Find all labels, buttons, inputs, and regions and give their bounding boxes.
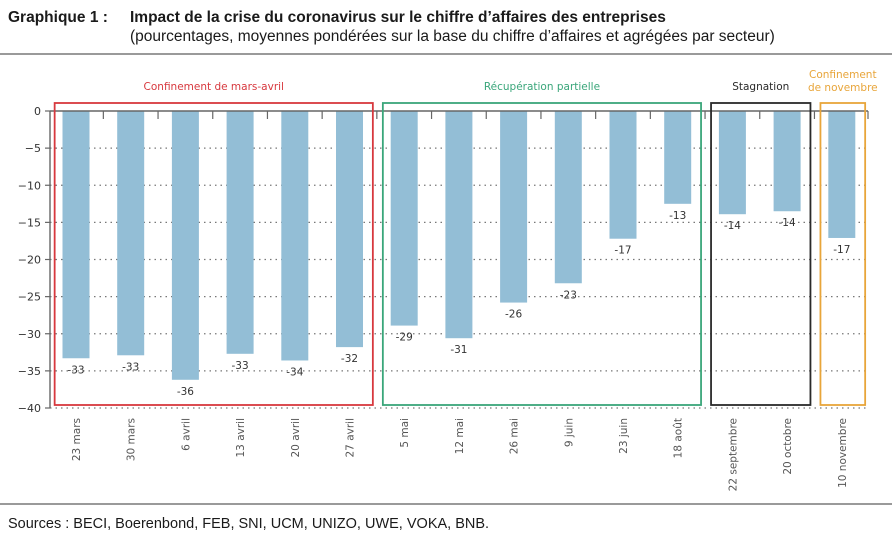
phase-label: Confinement de mars-avril: [144, 81, 284, 93]
data-label: -36: [177, 386, 194, 398]
data-label: -14: [724, 220, 741, 232]
y-tick-label: 0: [34, 105, 41, 118]
bar: [226, 111, 254, 354]
phase-label: Récupération partielle: [484, 81, 600, 93]
data-label: -34: [286, 366, 303, 378]
chart-subtitle: (pourcentages, moyennes pondérées sur la…: [130, 28, 775, 45]
bar: [62, 111, 90, 359]
data-label: -26: [505, 309, 522, 321]
y-tick-label: −40: [18, 402, 41, 415]
chart-header: Graphique 1 : Impact de la crise du coro…: [8, 8, 888, 46]
phase-box: [381, 102, 702, 406]
data-label: -13: [669, 210, 686, 222]
category-label: 20 avril: [290, 418, 302, 458]
category-label: 20 octobre: [782, 418, 794, 475]
y-tick-label: −30: [18, 328, 41, 341]
bar: [718, 111, 746, 215]
data-label: -31: [450, 344, 467, 356]
top-divider: [0, 53, 892, 55]
bar: [390, 111, 418, 326]
phase-box: [53, 102, 374, 406]
bar: [500, 111, 528, 303]
data-label: -14: [779, 217, 796, 229]
category-label: 22 septembre: [727, 418, 739, 491]
bar: [609, 111, 637, 239]
y-tick-label: −10: [18, 179, 41, 192]
category-label: 30 mars: [126, 418, 138, 461]
data-label: -23: [560, 289, 577, 301]
category-label: 23 juin: [618, 418, 630, 454]
bar: [445, 111, 473, 339]
category-label: 27 avril: [345, 418, 357, 458]
y-tick-label: −15: [18, 216, 41, 229]
data-label: -32: [341, 353, 358, 365]
data-label: -33: [67, 364, 84, 376]
category-label: 26 mai: [509, 418, 521, 454]
category-label: 12 mai: [454, 418, 466, 454]
y-tick-label: −5: [25, 142, 41, 155]
data-label: -33: [122, 361, 139, 373]
bar: [117, 111, 145, 356]
data-label: -17: [614, 245, 631, 257]
y-tick-label: −25: [18, 291, 41, 304]
chart-title: Impact de la crise du coronavirus sur le…: [130, 9, 666, 26]
category-label: 10 novembre: [837, 418, 849, 488]
bar: [336, 111, 363, 348]
data-label: -33: [232, 360, 249, 372]
bar: [773, 111, 801, 212]
category-label: 6 avril: [180, 418, 192, 451]
bottom-divider: [0, 503, 892, 505]
phase-box: [710, 102, 812, 406]
figure-label: Graphique 1 :: [8, 9, 108, 26]
bar: [171, 111, 199, 380]
bar-chart: 0 −5 −10 −15 −20 −25 −30 −35 −40 -33 -33 -36 -33 -34 -…: [18, 69, 878, 491]
bar: [281, 111, 309, 361]
phase-label: Stagnation: [732, 81, 789, 93]
bar: [554, 111, 582, 284]
data-label: -17: [833, 244, 850, 256]
y-tick-label: −20: [18, 254, 41, 267]
bar: [664, 111, 692, 204]
category-label: 13 avril: [235, 418, 247, 458]
sources-note: Sources : BECI, Boerenbond, FEB, SNI, UC…: [8, 516, 490, 532]
bar: [828, 111, 856, 238]
category-label: 18 août: [673, 418, 685, 458]
phase-box: [819, 102, 867, 406]
data-label: -29: [396, 332, 413, 344]
phase-label: Confinement: [809, 69, 877, 81]
category-label: 5 mai: [399, 418, 411, 448]
category-label: 23 mars: [71, 418, 83, 461]
y-tick-label: −35: [18, 365, 41, 378]
phase-label: de novembre: [808, 82, 878, 94]
category-label: 9 juin: [563, 418, 575, 447]
